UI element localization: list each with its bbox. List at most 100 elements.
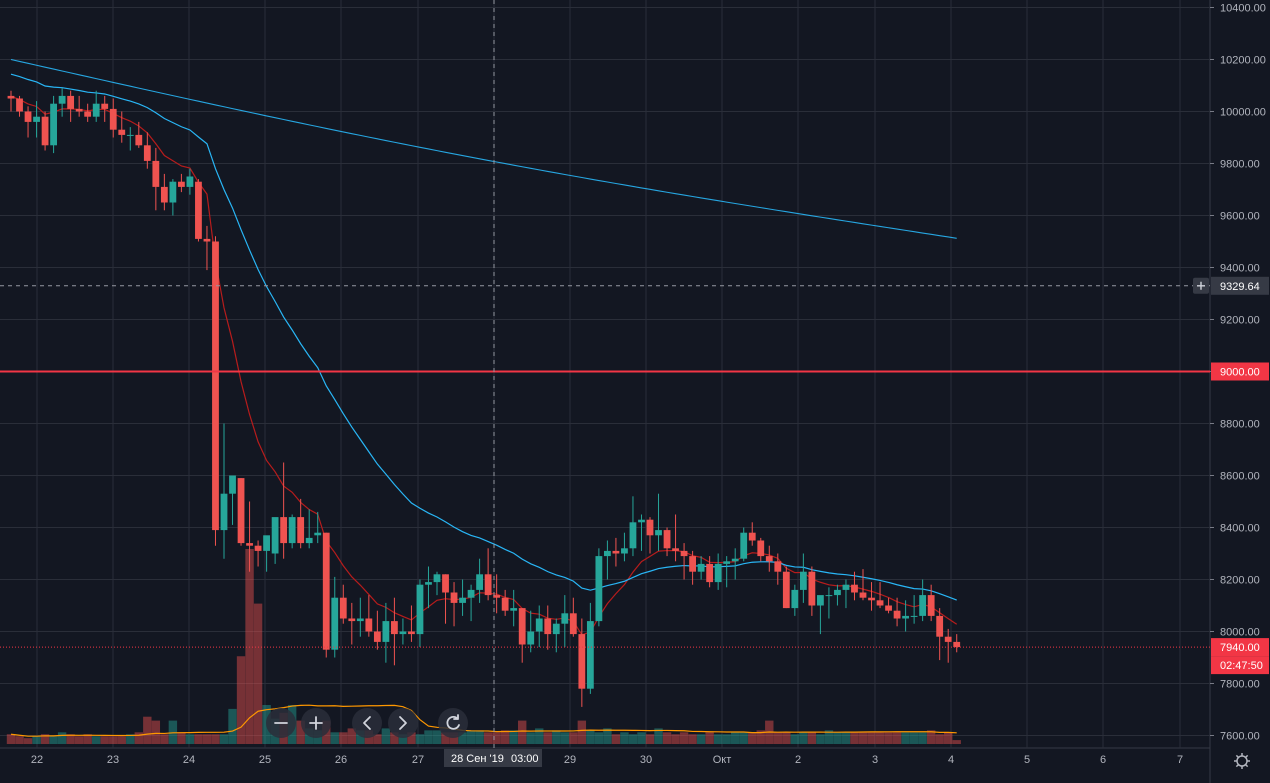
candle-body (433, 574, 441, 583)
candle-body (322, 532, 330, 650)
candle-body (459, 597, 466, 603)
volume-bar (390, 732, 399, 744)
volume-bar (449, 732, 459, 744)
volume-bar (731, 732, 740, 744)
scroll-left-button[interactable] (352, 708, 382, 738)
price-tick-label: 9400.00 (1220, 263, 1260, 275)
volume-bar (40, 734, 50, 744)
candle-body (885, 605, 892, 611)
volume-bar (841, 732, 851, 744)
volume-bar (748, 732, 757, 744)
volume-bar (552, 730, 561, 744)
price-tick-label: 7600.00 (1220, 731, 1260, 743)
volume-bar (57, 732, 67, 744)
candle-body (859, 592, 867, 598)
volume-bar (713, 734, 723, 744)
volume-bar (160, 734, 169, 744)
candle-body (109, 108, 117, 130)
volume-bar (432, 730, 442, 744)
candle-body (689, 556, 696, 572)
volume-bar (688, 734, 697, 744)
candle-body (740, 532, 748, 559)
volume-bar (918, 732, 927, 744)
ma-fast-line (10, 95, 958, 636)
candle-body (902, 615, 909, 619)
candle-body (331, 597, 339, 650)
price-tick-label: 10400.00 (1220, 3, 1266, 15)
candle-body (757, 540, 765, 557)
candle-body (748, 532, 756, 541)
price-tick-label: 8600.00 (1220, 471, 1260, 483)
price-axis[interactable]: 7600.00 7800.00 8000.00 8200.00 8400.00 8600.… (1193, 3, 1269, 743)
volume-bar (483, 732, 493, 744)
level-label-bg (1211, 362, 1269, 381)
volume-bar (671, 734, 680, 744)
price-tick-label: 8000.00 (1220, 627, 1260, 639)
plus-icon (1197, 281, 1205, 290)
zoom-out-button[interactable] (266, 708, 296, 738)
time-tick-label: 22 (31, 754, 43, 766)
reset-button[interactable] (438, 708, 468, 738)
candle-body (382, 621, 390, 642)
candle-body (586, 621, 594, 689)
volume-bar (620, 732, 629, 744)
price-tick-label: 7800.00 (1220, 679, 1260, 691)
price-tick-label: 8400.00 (1220, 523, 1260, 535)
volume-bar (74, 736, 84, 744)
volume-histogram (6, 549, 961, 744)
candle-body (910, 615, 918, 617)
volume-bar (594, 732, 604, 744)
candle-body (629, 522, 637, 549)
volume-bar (194, 734, 203, 744)
volume-bar (952, 740, 961, 744)
volume-bar (296, 720, 305, 744)
candle-body (339, 597, 347, 619)
crosshair-time-suffix: 03:00 (511, 753, 539, 765)
candle-body (263, 535, 270, 551)
candle-body (7, 95, 15, 99)
axis-settings[interactable] (1234, 753, 1250, 769)
time-tick-label: 2 (795, 754, 801, 766)
time-tick-label: 4 (948, 754, 954, 766)
gear-icon[interactable] (1236, 755, 1248, 767)
gear-tooth (1235, 764, 1239, 768)
volume-bar (892, 732, 902, 744)
volume-bar (926, 730, 936, 744)
volume-bar (66, 734, 75, 744)
countdown-label: 02:47:50 (1220, 660, 1263, 672)
volume-bar (875, 732, 885, 744)
zoom-in-button[interactable] (301, 708, 331, 738)
time-tick-label: 26 (335, 754, 347, 766)
volume-bar (518, 720, 527, 744)
candle-body (484, 574, 492, 596)
candle-body (544, 618, 552, 635)
candle-body (143, 145, 151, 161)
time-axis[interactable]: 22 23 24 25 26 27 29 30 Окт 2 3 4 5 6 728 Сен '19 03:00 (31, 749, 1183, 767)
candle-body (41, 116, 49, 146)
scroll-right-button[interactable] (388, 708, 418, 738)
candle-body (893, 610, 901, 619)
candle-body (578, 634, 586, 689)
navigation-controls[interactable] (266, 708, 468, 738)
volume-bar (458, 732, 467, 744)
candle-body (501, 597, 509, 611)
volume-bar (92, 736, 101, 744)
time-tick-label: 5 (1024, 754, 1030, 766)
volume-bar (611, 734, 621, 744)
volume-ma-line (10, 704, 957, 737)
candle-body (356, 618, 364, 622)
candle-body (450, 592, 458, 603)
candle-body (314, 532, 322, 536)
volume-bar (245, 549, 254, 744)
crosshair-price-label: 9329.64 (1220, 281, 1260, 293)
volume-bar (833, 732, 842, 744)
volume-bar (850, 732, 859, 744)
candle-body (817, 595, 824, 606)
candle-body (697, 563, 705, 572)
volume-bar (134, 732, 143, 744)
crosshair (0, 0, 1210, 748)
time-tick-label: 30 (640, 754, 652, 766)
candle-body (552, 623, 560, 635)
volume-bar (807, 732, 817, 744)
